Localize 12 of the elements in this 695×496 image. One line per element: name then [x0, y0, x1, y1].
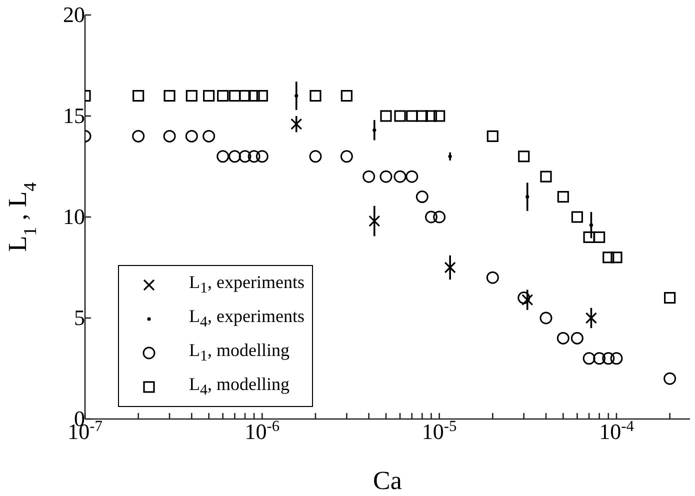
- x-tick-label: 10$^{-4}$: [599, 418, 634, 444]
- x-tick-label: 10$^{-6}$: [244, 418, 280, 444]
- x-tick-label: 10$^{-5}$: [422, 418, 458, 444]
- x-axis-title: Ca: [373, 466, 402, 495]
- legend-label: L$_{1}$, experiments: [189, 272, 304, 298]
- legend-label: L$_{4}$, experiments: [189, 306, 304, 332]
- legend-label: L$_{1}$, modelling: [189, 340, 290, 366]
- legend-label: L$_{4}$, modelling: [189, 374, 290, 400]
- y-tick-label: 5: [74, 305, 85, 330]
- y-tick-label: 15: [63, 103, 85, 128]
- y-tick-label: 20: [63, 2, 85, 27]
- y-tick-label: 10: [63, 204, 85, 229]
